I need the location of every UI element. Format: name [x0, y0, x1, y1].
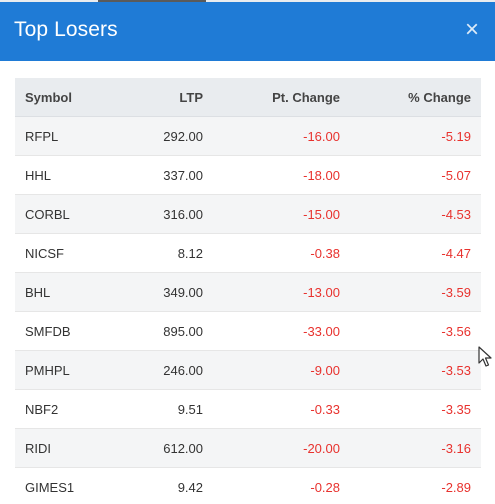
table-row[interactable]: BHL 349.00 -13.00 -3.59: [15, 272, 481, 312]
cell-pct-change: -3.35: [350, 389, 481, 429]
cell-ltp: 612.00: [113, 428, 213, 468]
cell-pct-change: -2.89: [350, 467, 481, 504]
scroll-indicator: [98, 0, 206, 2]
table-row[interactable]: NICSF 8.12 -0.38 -4.47: [15, 233, 481, 273]
cell-pct-change: -5.07: [350, 155, 481, 195]
top-strip: [0, 0, 495, 3]
cell-pct-change: -3.56: [350, 311, 481, 351]
table-row[interactable]: RFPL 292.00 -16.00 -5.19: [15, 116, 481, 156]
table-row[interactable]: RIDI 612.00 -20.00 -3.16: [15, 428, 481, 468]
cell-ltp: 316.00: [113, 194, 213, 234]
cell-pt-change: -18.00: [213, 155, 350, 195]
cell-pt-change: -0.28: [213, 467, 350, 504]
cell-pt-change: -15.00: [213, 194, 350, 234]
modal-title: Top Losers: [14, 18, 118, 41]
cell-symbol[interactable]: HHL: [15, 155, 113, 195]
close-icon[interactable]: ×: [464, 16, 479, 43]
cell-ltp: 337.00: [113, 155, 213, 195]
cell-pt-change: -9.00: [213, 350, 350, 390]
losers-table: Symbol LTP Pt. Change % Change RFPL 292.…: [15, 78, 481, 504]
table-row[interactable]: CORBL 316.00 -15.00 -4.53: [15, 194, 481, 234]
cell-symbol[interactable]: NICSF: [15, 233, 113, 273]
cell-symbol[interactable]: BHL: [15, 272, 113, 312]
cell-symbol[interactable]: RFPL: [15, 116, 113, 156]
cell-pct-change: -3.53: [350, 350, 481, 390]
cell-symbol[interactable]: NBF2: [15, 389, 113, 429]
cell-ltp: 895.00: [113, 311, 213, 351]
table-row[interactable]: NBF2 9.51 -0.33 -3.35: [15, 389, 481, 429]
cell-ltp: 292.00: [113, 116, 213, 156]
cell-symbol[interactable]: PMHPL: [15, 350, 113, 390]
column-header-ltp[interactable]: LTP: [113, 78, 213, 117]
mouse-pointer-icon: [478, 346, 492, 367]
cell-ltp: 8.12: [113, 233, 213, 273]
cell-ltp: 9.42: [113, 467, 213, 504]
table-row[interactable]: SMFDB 895.00 -33.00 -3.56: [15, 311, 481, 351]
cell-ltp: 246.00: [113, 350, 213, 390]
column-header-symbol[interactable]: Symbol: [15, 78, 113, 117]
cell-pt-change: -20.00: [213, 428, 350, 468]
cell-pt-change: -0.33: [213, 389, 350, 429]
table-row[interactable]: PMHPL 246.00 -9.00 -3.53: [15, 350, 481, 390]
cell-symbol[interactable]: RIDI: [15, 428, 113, 468]
table-row[interactable]: GIMES1 9.42 -0.28 -2.89: [15, 467, 481, 504]
cell-ltp: 349.00: [113, 272, 213, 312]
cell-pct-change: -5.19: [350, 116, 481, 156]
modal-header: Top Losers ×: [0, 2, 495, 61]
cell-symbol[interactable]: CORBL: [15, 194, 113, 234]
column-header-pct-change[interactable]: % Change: [350, 78, 481, 117]
cell-pt-change: -33.00: [213, 311, 350, 351]
cell-pct-change: -3.59: [350, 272, 481, 312]
cell-ltp: 9.51: [113, 389, 213, 429]
table-row[interactable]: HHL 337.00 -18.00 -5.07: [15, 155, 481, 195]
cell-pct-change: -3.16: [350, 428, 481, 468]
cell-symbol[interactable]: GIMES1: [15, 467, 113, 504]
cell-pt-change: -13.00: [213, 272, 350, 312]
losers-table-container: Symbol LTP Pt. Change % Change RFPL 292.…: [15, 78, 481, 504]
table-header-row: Symbol LTP Pt. Change % Change: [15, 78, 481, 117]
cell-pt-change: -16.00: [213, 116, 350, 156]
cell-pt-change: -0.38: [213, 233, 350, 273]
cell-pct-change: -4.47: [350, 233, 481, 273]
cell-pct-change: -4.53: [350, 194, 481, 234]
cell-symbol[interactable]: SMFDB: [15, 311, 113, 351]
column-header-pt-change[interactable]: Pt. Change: [213, 78, 350, 117]
